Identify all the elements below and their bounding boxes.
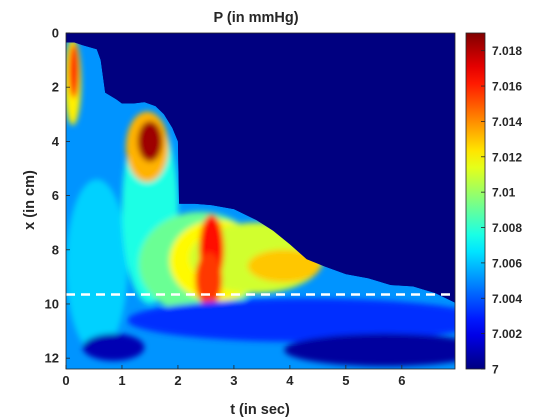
x-tick-label: 6: [398, 373, 405, 388]
y-tick-label: 6: [52, 188, 59, 203]
colorbar-tick-label: 7.002: [492, 327, 522, 341]
empty-region: [66, 33, 455, 303]
y-tick-label: 0: [52, 26, 59, 41]
x-tick-label: 4: [286, 373, 294, 388]
y-tick-label: 2: [52, 80, 59, 95]
heatmap-field: [66, 33, 455, 369]
y-axis-label: x (in cm): [22, 170, 38, 230]
colorbar-tick-label: 7.006: [492, 256, 522, 270]
colorbar-tick-label: 7: [492, 363, 499, 377]
x-tick-label: 0: [62, 373, 69, 388]
colorbar-tick-label: 7.008: [492, 221, 522, 235]
colorbar: 7 7.002 7.004 7.006 7.008 7.01 7.012 7.014 7.016…: [465, 32, 522, 377]
plot-frame: [65, 32, 456, 370]
heatmap-region-8: [68, 43, 79, 99]
heatmap-region-12: [195, 252, 223, 307]
colorbar-gradient: [466, 33, 485, 369]
y-tick-label: 8: [52, 242, 59, 257]
x-tick-label: 5: [342, 373, 349, 388]
plot-area: [66, 33, 455, 369]
colorbar-tick-label: 7.01: [492, 186, 516, 200]
colorbar-tick-label: 7.012: [492, 150, 522, 164]
colorbar-tick-label: 7.016: [492, 80, 522, 94]
y-tick-label: 12: [45, 351, 59, 366]
heatmap-region-6: [247, 249, 321, 283]
heatmap-region-1: [66, 179, 128, 353]
colorbar-tick-label: 7.018: [492, 44, 522, 58]
colorbar-tick-label: 7.014: [492, 115, 522, 129]
heatmap-region-14: [82, 333, 145, 361]
heatmap-region-15: [284, 333, 455, 367]
x-tick-label: 2: [174, 373, 181, 388]
y-tick-label: 10: [45, 296, 59, 311]
y-tick-label: 4: [52, 134, 60, 149]
x-tick-label: 3: [230, 373, 237, 388]
colorbar-frame: [465, 32, 486, 370]
heatmap-region-13: [127, 298, 455, 342]
x-tick-label: 1: [118, 373, 125, 388]
pressure-shading: [66, 38, 455, 367]
colorbar-tick-label: 7.004: [492, 292, 522, 306]
chart-title: P (in mmHg): [213, 10, 298, 26]
x-axis-label: t (in sec): [230, 402, 290, 418]
heatmap-region-10: [137, 121, 163, 162]
